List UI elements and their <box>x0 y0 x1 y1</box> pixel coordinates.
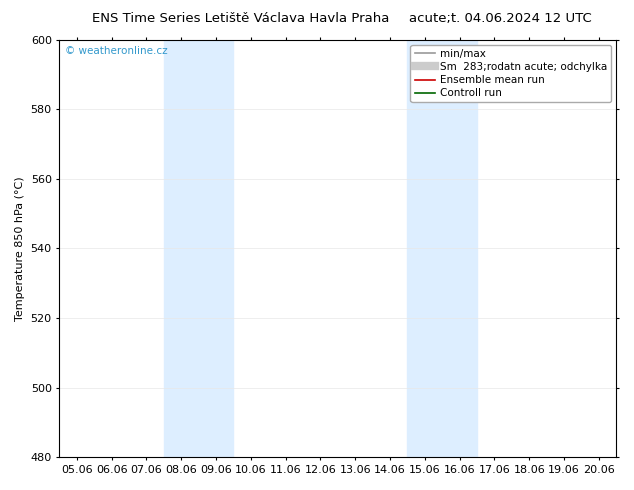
Text: acute;t. 04.06.2024 12 UTC: acute;t. 04.06.2024 12 UTC <box>410 12 592 25</box>
Text: © weatheronline.cz: © weatheronline.cz <box>65 46 167 56</box>
Legend: min/max, Sm  283;rodatn acute; odchylka, Ensemble mean run, Controll run: min/max, Sm 283;rodatn acute; odchylka, … <box>410 45 611 102</box>
Text: ENS Time Series Letiště Václava Havla Praha: ENS Time Series Letiště Václava Havla Pr… <box>92 12 390 25</box>
Y-axis label: Temperature 850 hPa (°C): Temperature 850 hPa (°C) <box>15 176 25 321</box>
Bar <box>164 40 233 457</box>
Bar <box>408 40 477 457</box>
